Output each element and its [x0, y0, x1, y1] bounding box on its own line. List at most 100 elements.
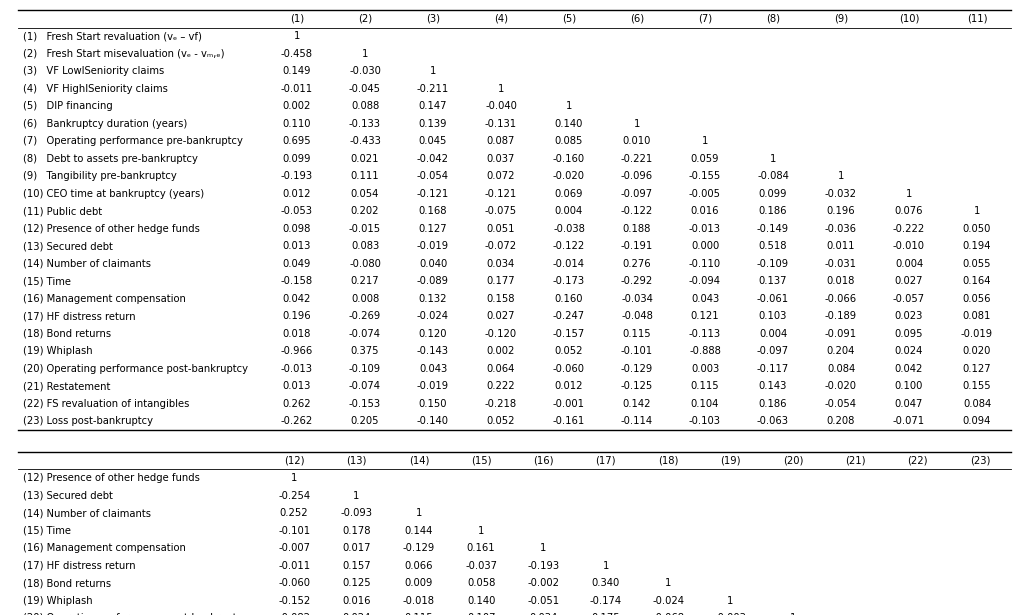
Text: 1: 1: [665, 578, 672, 589]
Text: 0.177: 0.177: [487, 276, 515, 286]
Text: (15) Time: (15) Time: [23, 276, 71, 286]
Text: 0.013: 0.013: [282, 241, 311, 252]
Text: 1: 1: [294, 31, 300, 41]
Text: -0.122: -0.122: [553, 241, 585, 252]
Text: -0.054: -0.054: [825, 399, 858, 409]
Text: (2): (2): [358, 14, 372, 24]
Text: 0.178: 0.178: [342, 526, 371, 536]
Text: -0.071: -0.071: [893, 416, 925, 426]
Text: -0.113: -0.113: [689, 329, 721, 339]
Text: 0.115: 0.115: [404, 613, 433, 615]
Text: -0.218: -0.218: [485, 399, 517, 409]
Text: -0.458: -0.458: [281, 49, 313, 59]
Text: 0.127: 0.127: [419, 224, 447, 234]
Text: 1: 1: [362, 49, 368, 59]
Text: -0.191: -0.191: [621, 241, 653, 252]
Text: -0.053: -0.053: [281, 206, 313, 216]
Text: -0.157: -0.157: [553, 329, 585, 339]
Text: -0.114: -0.114: [621, 416, 653, 426]
Text: -0.262: -0.262: [280, 416, 313, 426]
Text: 0.056: 0.056: [963, 294, 992, 304]
Text: 0.084: 0.084: [827, 363, 855, 374]
Text: 0.084: 0.084: [963, 399, 992, 409]
Text: -0.222: -0.222: [893, 224, 926, 234]
Text: -0.211: -0.211: [417, 84, 449, 93]
Text: -0.074: -0.074: [350, 381, 381, 391]
Text: 0.110: 0.110: [282, 119, 311, 129]
Text: 0.059: 0.059: [691, 154, 719, 164]
Text: 0.160: 0.160: [555, 294, 583, 304]
Text: -0.066: -0.066: [825, 294, 858, 304]
Text: 0.186: 0.186: [759, 399, 787, 409]
Text: 0.157: 0.157: [342, 561, 371, 571]
Text: (17): (17): [595, 456, 616, 466]
Text: 0.120: 0.120: [419, 329, 447, 339]
Text: (13) Secured debt: (13) Secured debt: [23, 491, 113, 501]
Text: (18): (18): [658, 456, 679, 466]
Text: -0.193: -0.193: [281, 171, 313, 181]
Text: 0.069: 0.069: [555, 189, 583, 199]
Text: 0.115: 0.115: [691, 381, 719, 391]
Text: 0.003: 0.003: [691, 363, 719, 374]
Text: (7): (7): [698, 14, 712, 24]
Text: -0.080: -0.080: [350, 259, 381, 269]
Text: 0.055: 0.055: [963, 259, 992, 269]
Text: 0.085: 0.085: [555, 137, 583, 146]
Text: (8): (8): [766, 14, 780, 24]
Text: 0.168: 0.168: [419, 206, 447, 216]
Text: (6)   Bankruptcy duration (years): (6) Bankruptcy duration (years): [23, 119, 187, 129]
Text: -0.005: -0.005: [689, 189, 721, 199]
Text: 1: 1: [566, 101, 572, 111]
Text: (23): (23): [969, 456, 990, 466]
Text: 0.375: 0.375: [351, 346, 379, 356]
Text: 0.115: 0.115: [623, 329, 651, 339]
Text: 0.143: 0.143: [759, 381, 787, 391]
Text: 0.004: 0.004: [759, 329, 787, 339]
Text: -0.019: -0.019: [961, 329, 993, 339]
Text: -0.269: -0.269: [348, 311, 381, 321]
Text: 0.121: 0.121: [691, 311, 719, 321]
Text: 1: 1: [634, 119, 640, 129]
Text: (22): (22): [907, 456, 928, 466]
Text: 1: 1: [416, 508, 422, 518]
Text: -0.013: -0.013: [689, 224, 721, 234]
Text: -0.030: -0.030: [350, 66, 381, 76]
Text: -0.121: -0.121: [485, 189, 517, 199]
Text: 1: 1: [702, 137, 708, 146]
Text: 0.043: 0.043: [419, 363, 447, 374]
Text: (14): (14): [408, 456, 429, 466]
Text: 0.139: 0.139: [419, 119, 447, 129]
Text: 0.002: 0.002: [282, 101, 311, 111]
Text: 0.695: 0.695: [282, 137, 311, 146]
Text: 0.049: 0.049: [282, 259, 311, 269]
Text: 0.262: 0.262: [282, 399, 311, 409]
Text: 0.081: 0.081: [963, 311, 992, 321]
Text: -0.155: -0.155: [689, 171, 721, 181]
Text: -0.036: -0.036: [825, 224, 858, 234]
Text: -0.084: -0.084: [757, 171, 789, 181]
Text: 0.064: 0.064: [487, 363, 515, 374]
Text: -0.032: -0.032: [825, 189, 858, 199]
Text: (15) Time: (15) Time: [23, 526, 71, 536]
Text: -0.149: -0.149: [757, 224, 789, 234]
Text: -0.010: -0.010: [893, 241, 925, 252]
Text: -0.888: -0.888: [689, 346, 721, 356]
Text: 0.125: 0.125: [342, 578, 371, 589]
Text: 0.103: 0.103: [759, 311, 787, 321]
Text: (14) Number of claimants: (14) Number of claimants: [23, 259, 151, 269]
Text: -0.096: -0.096: [621, 171, 653, 181]
Text: -0.040: -0.040: [485, 101, 517, 111]
Text: 0.140: 0.140: [467, 596, 496, 606]
Text: (3): (3): [426, 14, 440, 24]
Text: 0.050: 0.050: [963, 224, 992, 234]
Text: -0.189: -0.189: [825, 311, 858, 321]
Text: -0.133: -0.133: [350, 119, 381, 129]
Text: -0.011: -0.011: [281, 84, 313, 93]
Text: 0.164: 0.164: [963, 276, 992, 286]
Text: -0.038: -0.038: [553, 224, 585, 234]
Text: 1: 1: [478, 526, 485, 536]
Text: 0.098: 0.098: [282, 224, 311, 234]
Text: 0.040: 0.040: [419, 259, 447, 269]
Text: -0.089: -0.089: [417, 276, 449, 286]
Text: -0.193: -0.193: [527, 561, 560, 571]
